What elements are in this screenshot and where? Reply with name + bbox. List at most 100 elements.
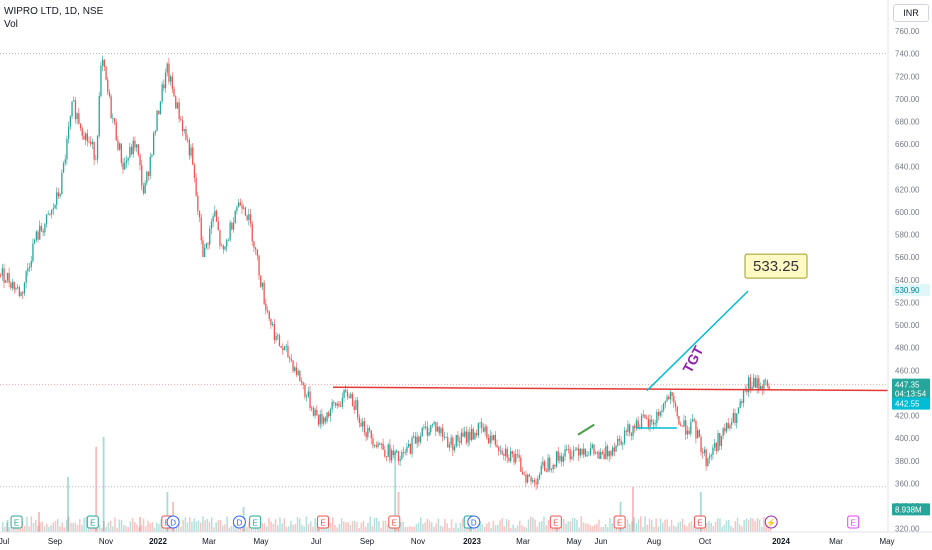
candle-body: [523, 474, 525, 476]
candle-body: [436, 426, 439, 432]
candle-body: [450, 437, 452, 445]
candle-body: [584, 448, 587, 457]
candle-body: [470, 428, 473, 441]
candle-body: [231, 222, 233, 230]
candle-body: [612, 447, 614, 456]
candle-body: [6, 272, 9, 281]
candle-body: [455, 434, 457, 447]
event-marker: [166, 515, 180, 529]
volume-bar: [120, 520, 123, 532]
volume-bar: [288, 526, 290, 532]
candle-body: [120, 143, 122, 163]
event-marker: [613, 515, 626, 529]
symbol-title[interactable]: WIPRO LTD, 1D, NSE: [4, 6, 104, 17]
event-marker: [232, 515, 246, 529]
candle-body: [596, 451, 598, 454]
candle-body: [387, 444, 389, 457]
volume-bar: [109, 520, 112, 532]
candle-body: [71, 101, 73, 117]
volume-bar: [646, 524, 649, 532]
candle-body: [224, 246, 226, 250]
price-tick: 760.00: [895, 27, 920, 36]
volume-bar: [706, 522, 708, 532]
candle-body: [630, 433, 632, 436]
candle-body: [413, 436, 415, 438]
volume-spike: [699, 492, 702, 532]
candle-body: [98, 96, 100, 136]
candle-body: [566, 449, 568, 450]
volume-bar: [76, 524, 79, 532]
price-badge-text: 447.35: [895, 381, 920, 390]
candle-body: [727, 423, 729, 429]
candle-body: [170, 76, 172, 82]
drawings[interactable]: 533.25 TGT: [332, 253, 913, 436]
volume-bar: [547, 519, 550, 532]
volume-bar: [651, 520, 653, 532]
candle-body: [618, 438, 621, 441]
volume-bar: [725, 520, 728, 532]
volume-bar: [404, 526, 407, 532]
volume-bar: [226, 516, 228, 532]
candle-body: [486, 426, 488, 438]
candle-body: [625, 430, 627, 432]
volume-bar: [587, 523, 589, 532]
candle-body: [586, 455, 588, 457]
candle-body: [572, 450, 575, 457]
volume-bar: [532, 517, 534, 532]
time-tick: Mar: [202, 537, 216, 546]
candle-body: [487, 437, 490, 444]
volume-bar: [743, 520, 745, 532]
volume-bar: [197, 520, 200, 532]
candle-body: [113, 118, 116, 123]
candle-body: [363, 421, 366, 433]
candle-body: [474, 433, 476, 440]
volume-bar: [118, 519, 121, 532]
volume-bar: [127, 527, 129, 532]
candle-body: [209, 228, 211, 245]
volume-bar: [640, 516, 642, 532]
volume-bar: [59, 526, 61, 532]
price-axis[interactable]: 760.00 740.00 720.00 700.00 680.00 660.00 640.…: [887, 0, 932, 550]
volume-bar: [347, 522, 349, 532]
candle-body: [28, 267, 31, 269]
candle-body: [168, 63, 170, 82]
candle-body: [384, 449, 386, 457]
event-label: E: [617, 519, 622, 528]
volume-bar: [310, 521, 312, 532]
volume-bar: [208, 521, 211, 532]
candle-body: [593, 444, 595, 454]
candle-body: [93, 141, 95, 160]
volume-bar: [596, 523, 598, 532]
candle-body: [17, 287, 19, 289]
candle-body: [212, 216, 214, 222]
candle-body: [13, 281, 15, 290]
candle-body: [603, 453, 605, 459]
candle-body: [561, 455, 563, 462]
time-axis[interactable]: Jul Sep Nov 2022 Mar May Jul Sep Nov 2023 Mar May Ju…: [0, 531, 932, 546]
candle-body: [564, 449, 566, 457]
candle-body: [598, 451, 600, 459]
volume-bar: [521, 524, 523, 532]
volume-bar: [756, 517, 759, 532]
event-marker: [847, 515, 860, 529]
volume-bar: [538, 521, 541, 532]
candle-body: [649, 419, 651, 427]
candle-body: [549, 457, 551, 470]
candle-body: [217, 221, 219, 231]
volume-bar: [545, 525, 547, 532]
candle-body: [129, 147, 131, 158]
candle-body: [746, 389, 748, 393]
currency-button[interactable]: INR: [893, 4, 929, 22]
volume-bar: [679, 521, 682, 532]
volume-bar: [699, 525, 701, 532]
volume-spike: [632, 487, 634, 532]
candle-body: [215, 210, 218, 222]
candle-body: [54, 204, 56, 209]
candle-body: [360, 422, 362, 427]
candle-body: [447, 437, 449, 448]
candle-body: [164, 72, 167, 89]
event-markers[interactable]: EEEDDEEEEDEEE⚡E: [10, 515, 860, 529]
volume-bar: [585, 523, 587, 532]
candle-body: [642, 414, 644, 416]
